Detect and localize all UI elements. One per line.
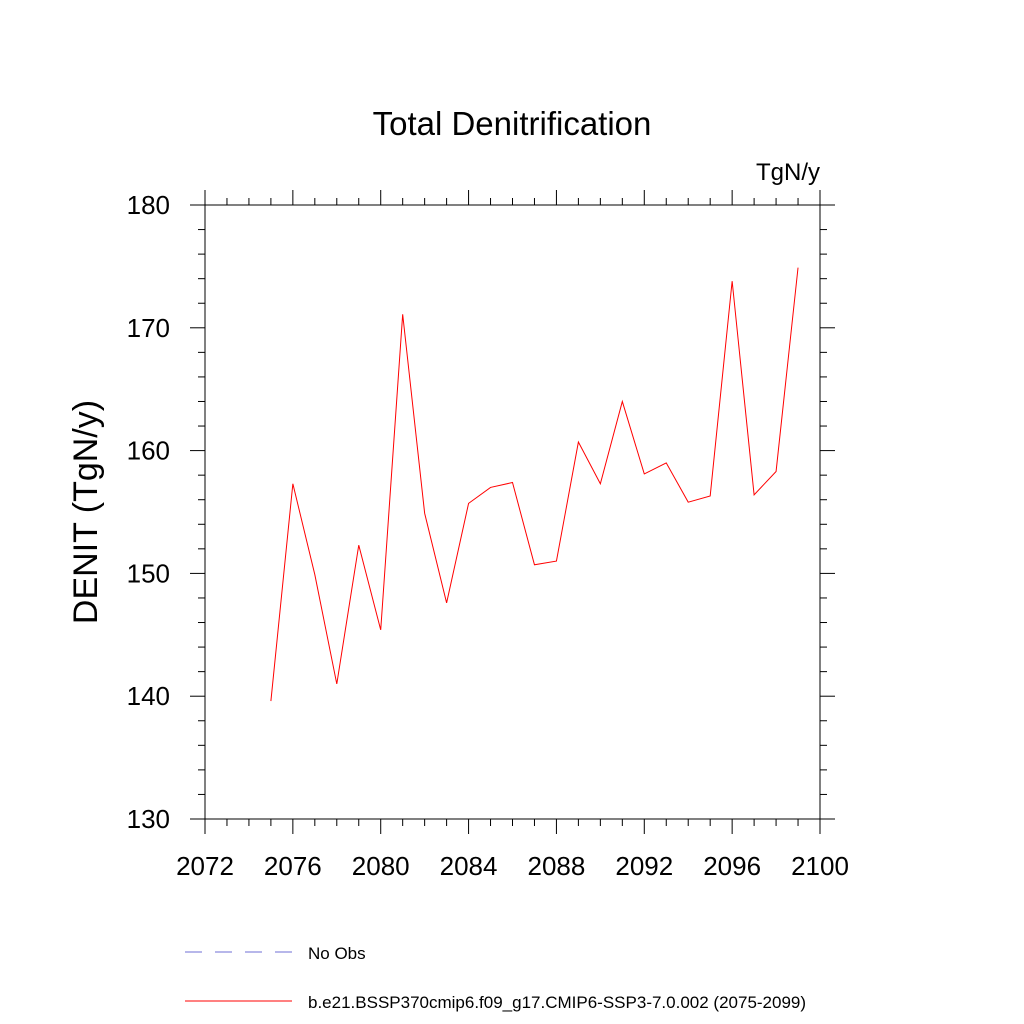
x-tick-label: 2072 xyxy=(176,851,234,881)
series-group xyxy=(270,267,799,702)
axis-tick-labels: 2072 2076 2080 2084 2088 2092 2096 2100 130 140 15… xyxy=(127,190,849,881)
y-axis-label: DENIT (TgN/y) xyxy=(67,400,105,624)
x-tick-label: 2088 xyxy=(528,851,586,881)
y-tick-label: 170 xyxy=(127,313,170,343)
legend: No Obs b.e21.BSSP370cmip6.f09_g17.CMIP6-… xyxy=(185,944,806,1012)
legend-label-model-run: b.e21.BSSP370cmip6.f09_g17.CMIP6-SSP3-7.… xyxy=(308,993,806,1012)
x-tick-label: 2100 xyxy=(791,851,849,881)
x-tick-label: 2076 xyxy=(264,851,322,881)
units-label: TgN/y xyxy=(756,159,820,186)
y-tick-label: 160 xyxy=(127,436,170,466)
y-tick-label: 140 xyxy=(127,681,170,711)
y-tick-label: 180 xyxy=(127,190,170,220)
y-tick-label: 130 xyxy=(127,804,170,834)
x-tick-label: 2080 xyxy=(352,851,410,881)
y-tick-label: 150 xyxy=(127,558,170,588)
plot-frame xyxy=(204,204,821,820)
axis-ticks xyxy=(190,190,835,834)
legend-label-no-obs: No Obs xyxy=(308,944,366,963)
x-tick-label: 2092 xyxy=(615,851,673,881)
x-tick-label: 2084 xyxy=(440,851,498,881)
series-line xyxy=(270,267,799,702)
chart-title: Total Denitrification xyxy=(373,105,652,142)
x-tick-label: 2096 xyxy=(703,851,761,881)
